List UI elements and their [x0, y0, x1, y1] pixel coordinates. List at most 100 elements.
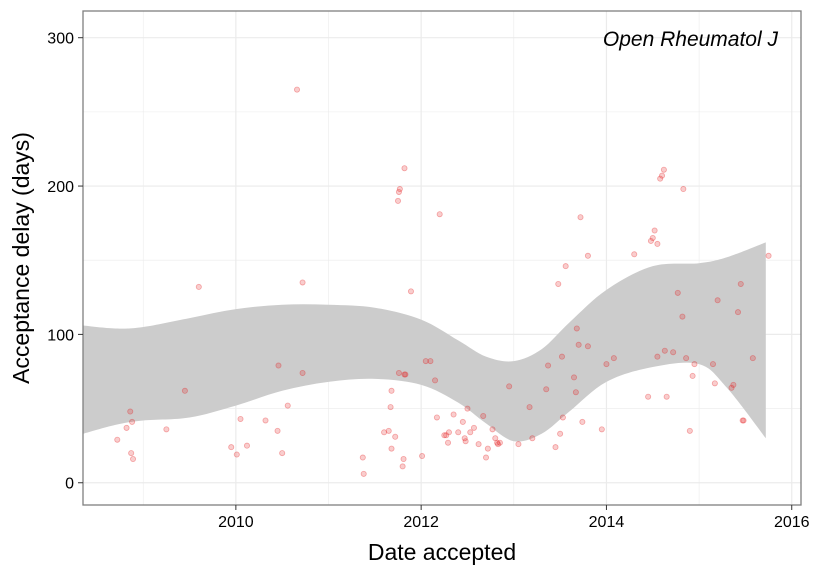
data-point: [645, 393, 652, 400]
x-tick-label: 2012: [403, 514, 439, 531]
data-point: [663, 393, 670, 400]
data-point: [407, 288, 414, 295]
data-point: [402, 371, 409, 378]
data-point: [484, 445, 491, 452]
data-point: [299, 369, 306, 376]
data-point: [631, 251, 638, 258]
data-point: [557, 430, 564, 437]
data-point: [470, 424, 477, 431]
data-point: [545, 362, 552, 369]
data-point: [674, 289, 681, 296]
data-point: [243, 442, 250, 449]
data-point: [467, 429, 474, 436]
data-point: [492, 435, 499, 442]
data-point: [489, 426, 496, 433]
data-point: [526, 404, 533, 411]
data-point: [735, 309, 742, 316]
data-point: [401, 371, 408, 378]
plot-border: [82, 10, 802, 506]
data-points: [114, 86, 772, 477]
data-point: [661, 347, 668, 354]
data-point: [445, 429, 452, 436]
data-point: [552, 444, 559, 451]
data-point: [443, 432, 450, 439]
data-point: [464, 405, 471, 412]
data-point: [130, 456, 137, 463]
data-point: [274, 427, 281, 434]
x-axis-title: Date accepted: [368, 539, 516, 565]
data-point: [670, 349, 677, 356]
data-point: [228, 444, 235, 451]
data-point: [461, 435, 468, 442]
data-point: [299, 279, 306, 286]
data-point: [647, 237, 654, 244]
data-point: [475, 441, 482, 448]
data-point: [654, 353, 661, 360]
data-point: [529, 435, 536, 442]
data-point: [433, 414, 440, 421]
data-point: [691, 361, 698, 368]
data-point: [392, 433, 399, 440]
data-point: [387, 404, 394, 411]
data-point: [649, 234, 656, 241]
data-point: [739, 417, 746, 424]
data-point: [709, 361, 716, 368]
data-point: [395, 188, 402, 195]
chart-annotation: Open Rheumatol J: [603, 28, 779, 51]
data-point: [436, 211, 443, 218]
data-point: [419, 453, 426, 460]
data-point: [555, 280, 562, 287]
data-point: [737, 280, 744, 287]
data-point: [680, 186, 687, 193]
data-point: [441, 432, 448, 439]
data-point: [577, 214, 584, 221]
data-point: [275, 362, 282, 369]
data-point: [284, 402, 291, 409]
data-point: [432, 377, 439, 384]
data-point: [749, 355, 756, 362]
data-point: [459, 418, 466, 425]
data-point: [480, 412, 487, 419]
data-point: [388, 445, 395, 452]
data-point: [714, 297, 721, 304]
data-point: [279, 450, 286, 457]
x-tick-label: 2010: [218, 514, 254, 531]
data-point: [422, 358, 429, 365]
data-point: [728, 384, 735, 391]
data-point: [730, 381, 737, 388]
data-point: [294, 86, 301, 93]
data-point: [129, 418, 136, 425]
data-point: [494, 439, 501, 446]
data-point: [496, 439, 503, 446]
data-point: [515, 441, 522, 448]
data-point: [765, 252, 772, 259]
data-point: [163, 426, 170, 433]
data-point: [450, 411, 457, 418]
data-point: [740, 417, 747, 424]
data-point: [559, 414, 566, 421]
data-point: [660, 166, 667, 173]
data-point: [506, 383, 513, 390]
data-point: [396, 186, 403, 193]
data-point: [651, 227, 658, 234]
data-point: [385, 427, 392, 434]
data-point: [654, 240, 661, 247]
y-tick-label: 100: [47, 327, 74, 344]
data-point: [181, 387, 188, 394]
data-point: [483, 454, 490, 461]
data-point: [455, 429, 462, 436]
data-point: [679, 313, 686, 320]
data-point: [114, 436, 121, 443]
data-point: [400, 456, 407, 463]
data-point: [195, 283, 202, 290]
data-point: [683, 355, 690, 362]
x-axis: 2010 2012 2014 2016: [218, 505, 810, 531]
data-point: [686, 427, 693, 434]
data-point: [584, 343, 591, 350]
y-axis: 0 100 200 300: [47, 31, 83, 493]
data-point: [657, 175, 664, 182]
plot-background: [83, 11, 801, 505]
data-point: [571, 374, 578, 381]
y-tick-label: 0: [65, 476, 74, 493]
